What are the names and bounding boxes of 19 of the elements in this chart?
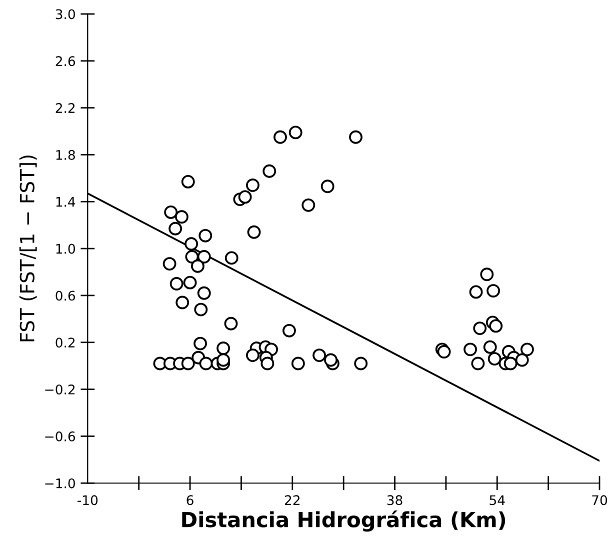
y-tick-label: −0.2 [45, 384, 75, 394]
x-tick-label: 38 [387, 495, 402, 506]
y-tick-label: 2.6 [56, 56, 76, 66]
y-tick-label: −1.0 [45, 478, 75, 488]
x-axis-title: Distancia Hidrográfica (Km) [182, 510, 506, 532]
x-tick-label: 70 [592, 495, 608, 506]
x-tick-label: 6 [186, 495, 194, 506]
y-tick-label: −0.6 [45, 431, 76, 442]
y-tick-label: 3.0 [56, 9, 75, 20]
y-tick-label: 0.2 [56, 338, 75, 348]
x-tick-label: 54 [490, 495, 505, 506]
y-tick-label: 2.2 [56, 103, 75, 113]
x-tick-label: 22 [284, 495, 300, 505]
x-tick-label: -10 [78, 495, 98, 506]
y-tick-label: 1.0 [56, 244, 75, 254]
y-tick-label: 1.4 [56, 197, 76, 207]
y-tick-label: 0.6 [56, 290, 76, 301]
y-axis-title: FST (FST/[1 − FST]) [19, 156, 37, 342]
y-tick-label: 1.8 [56, 150, 75, 160]
